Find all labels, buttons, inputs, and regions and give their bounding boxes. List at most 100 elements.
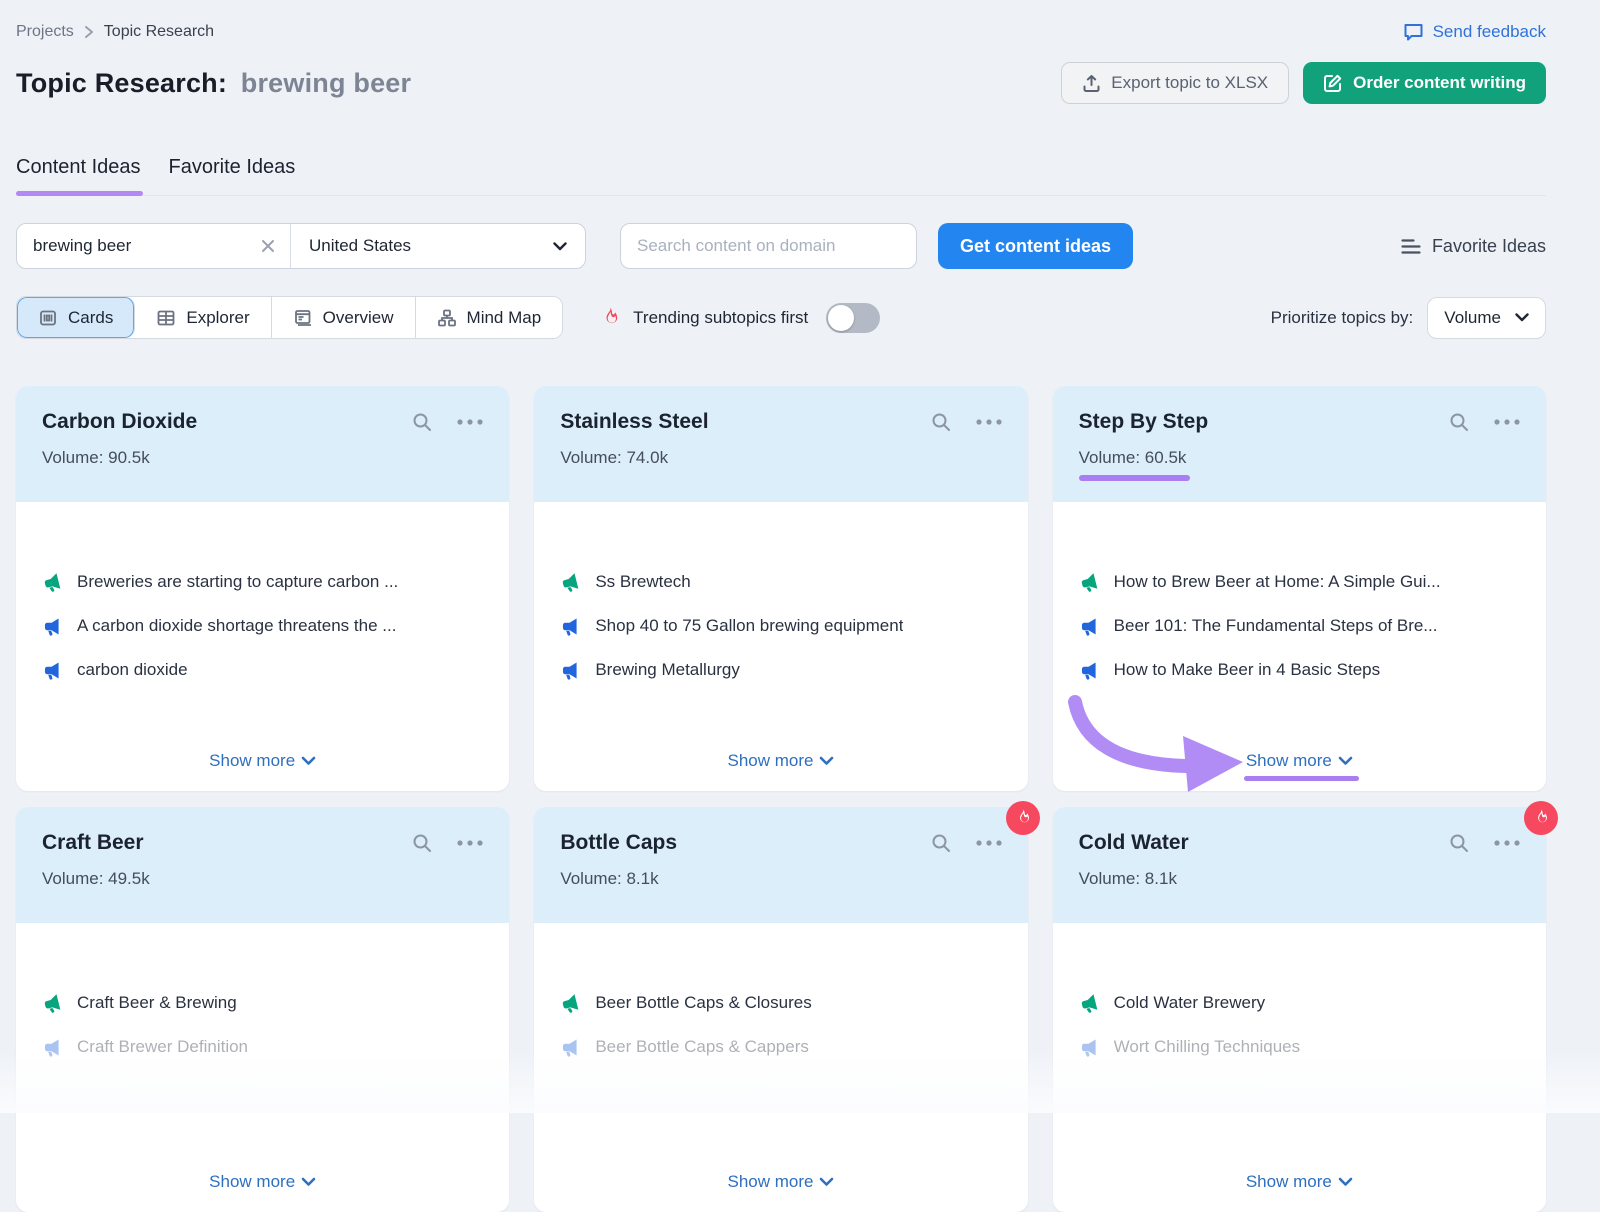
card-menu-icon[interactable] (1494, 419, 1520, 425)
show-more-link[interactable]: Show more (728, 751, 835, 771)
view-overview-button[interactable]: Overview (271, 297, 416, 338)
card-menu-icon[interactable] (1494, 840, 1520, 846)
show-more-link[interactable]: Show more (209, 751, 316, 771)
headline-item-label: Wort Chilling Techniques (1113, 1037, 1301, 1056)
headline-item[interactable]: Craft Beer & Brewing (42, 981, 483, 1025)
headline-item-label: Craft Beer & Brewing (77, 993, 237, 1012)
topic-card: Bottle Caps Volume: 8.1k Beer Bottle Cap… (534, 801, 1040, 1212)
title-row: Topic Research: brewing beer Export topi… (16, 62, 1546, 104)
headline-item[interactable]: How to Make Beer in 4 Basic Steps (1079, 648, 1520, 692)
flame-icon (606, 307, 618, 323)
trending-toggle[interactable] (826, 302, 881, 333)
topic-query-input[interactable] (17, 224, 290, 268)
country-select[interactable]: United States (291, 224, 585, 268)
card-items: Cold Water Brewery Wort Chilling Techniq… (1079, 981, 1520, 1069)
overview-icon (294, 309, 311, 326)
card-search-icon[interactable] (930, 411, 952, 433)
show-more-link[interactable]: Show more (209, 1172, 316, 1192)
card-items: Breweries are starting to capture carbon… (42, 560, 483, 692)
card-search-icon[interactable] (1448, 832, 1470, 854)
breadcrumb: Projects Topic Research (16, 23, 214, 41)
headline-item[interactable]: How to Brew Beer at Home: A Simple Gui..… (1079, 560, 1520, 604)
show-more-link[interactable]: Show more (1243, 751, 1359, 781)
breadcrumb-projects[interactable]: Projects (16, 23, 74, 40)
show-more-label: Show more (1245, 751, 1332, 770)
toggle-knob (828, 304, 855, 331)
headline-item[interactable]: Brewing Metallurgy (560, 648, 1001, 692)
megaphone-icon (44, 572, 61, 592)
show-more-label: Show more (727, 1172, 814, 1191)
card-volume: Volume: 74.0k (560, 448, 669, 467)
card-items: Ss Brewtech Shop 40 to 75 Gallon brewing… (560, 560, 1001, 692)
headline-item-label: How to Make Beer in 4 Basic Steps (1113, 660, 1381, 679)
topic-card: Carbon Dioxide Volume: 90.5k Breweries a… (16, 386, 510, 791)
headline-item[interactable]: Cold Water Brewery (1079, 981, 1520, 1025)
show-more-label: Show more (727, 751, 814, 770)
megaphone-icon (563, 618, 577, 636)
card-search-icon[interactable] (411, 832, 433, 854)
send-feedback-link[interactable]: Send feedback (1403, 22, 1546, 42)
megaphone-icon (563, 572, 579, 592)
card-title: Craft Beer (42, 831, 144, 854)
tabs: Content Ideas Favorite Ideas (16, 156, 1546, 196)
headline-item-label: Brewing Metallurgy (595, 660, 740, 679)
card-search-icon[interactable] (411, 411, 433, 433)
view-switcher: Cards Explorer Overview Mind Map (16, 296, 564, 339)
show-more-label: Show more (209, 1172, 296, 1191)
headline-item[interactable]: Ss Brewtech (560, 560, 1001, 604)
card-header: Stainless Steel Volume: 74.0k (534, 386, 1028, 502)
headline-item-label: Cold Water Brewery (1113, 993, 1266, 1012)
show-more-link[interactable]: Show more (728, 1172, 835, 1192)
headline-item[interactable]: Craft Brewer Definition (42, 1025, 483, 1069)
card-menu-icon[interactable] (457, 840, 483, 846)
headline-item-label: Shop 40 to 75 Gallon brewing equipment (595, 616, 904, 635)
chevron-down-icon (1338, 756, 1353, 765)
view-cards-button[interactable]: Cards (17, 297, 136, 338)
headline-item[interactable]: Beer Bottle Caps & Closures (560, 981, 1001, 1025)
chevron-down-icon (553, 241, 567, 250)
card-title: Carbon Dioxide (42, 410, 198, 433)
card-header: Craft Beer Volume: 49.5k (16, 807, 510, 923)
topic-card: Stainless Steel Volume: 74.0k Ss Brewtec… (534, 386, 1028, 791)
card-search-icon[interactable] (1448, 411, 1470, 433)
trending-filter: Trending subtopics first (599, 302, 881, 333)
page-title-query: brewing beer (240, 67, 412, 98)
export-xlsx-button[interactable]: Export topic to XLSX (1061, 62, 1290, 104)
tab-favorite-ideas[interactable]: Favorite Ideas (168, 156, 296, 178)
clear-query-icon[interactable] (260, 238, 276, 254)
show-more-link[interactable]: Show more (1246, 1172, 1353, 1192)
trending-badge-icon (1524, 801, 1558, 835)
headline-item[interactable]: Beer Bottle Caps & Cappers (560, 1025, 1001, 1069)
get-content-ideas-button[interactable]: Get content ideas (938, 223, 1134, 269)
headline-item[interactable]: Beer 101: The Fundamental Steps of Bre..… (1079, 604, 1520, 648)
card-search-icon[interactable] (930, 832, 952, 854)
card-menu-icon[interactable] (976, 419, 1002, 425)
card-menu-icon[interactable] (457, 419, 483, 425)
megaphone-icon (44, 1039, 59, 1057)
megaphone-icon (44, 993, 61, 1013)
card-body: Beer Bottle Caps & Closures Beer Bottle … (534, 923, 1027, 1212)
headline-item[interactable]: A carbon dioxide shortage threatens the … (42, 604, 483, 648)
view-mindmap-button[interactable]: Mind Map (415, 297, 563, 338)
card-body: Breweries are starting to capture carbon… (16, 502, 509, 791)
export-xlsx-label: Export topic to XLSX (1111, 73, 1269, 92)
headline-item[interactable]: Breweries are starting to capture carbon… (42, 560, 483, 604)
card-menu-icon[interactable] (976, 840, 1002, 846)
favorite-ideas-link[interactable]: Favorite Ideas (1401, 236, 1546, 257)
search-row: United States Get content ideas Favorite… (16, 223, 1546, 269)
headline-item-label: Breweries are starting to capture carbon… (77, 572, 399, 591)
headline-item[interactable]: Shop 40 to 75 Gallon brewing equipment (560, 604, 1001, 648)
view-explorer-button[interactable]: Explorer (135, 297, 272, 338)
card-items: Craft Beer & Brewing Craft Brewer Defini… (42, 981, 483, 1069)
favorite-ideas-label: Favorite Ideas (1431, 235, 1546, 256)
order-content-writing-button[interactable]: Order content writing (1303, 62, 1546, 104)
headline-item[interactable]: Wort Chilling Techniques (1079, 1025, 1520, 1069)
chevron-down-icon (820, 756, 834, 765)
headline-item[interactable]: carbon dioxide (42, 648, 483, 692)
breadcrumb-current: Topic Research (103, 23, 215, 40)
domain-search-input[interactable] (620, 223, 917, 269)
topic-query-field (17, 224, 291, 268)
prioritize-select[interactable]: Volume (1427, 296, 1546, 339)
tab-content-ideas[interactable]: Content Ideas (16, 156, 143, 196)
megaphone-icon (44, 618, 59, 636)
